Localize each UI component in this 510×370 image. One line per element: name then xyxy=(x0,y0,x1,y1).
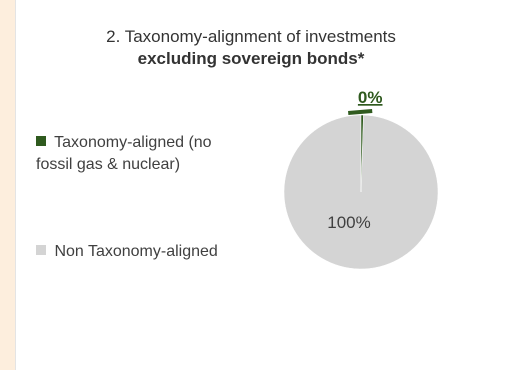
legend-label-taxonomy-aligned-line2: fossil gas & nuclear) xyxy=(36,156,181,173)
chart-title: 2. Taxonomy-alignment of investments exc… xyxy=(16,26,486,70)
chart-panel: 2. Taxonomy-alignment of investments exc… xyxy=(15,0,510,370)
legend-swatch-non-taxonomy-aligned xyxy=(36,245,46,255)
chart-title-line2: excluding sovereign bonds* xyxy=(137,49,365,68)
chart-title-line1: 2. Taxonomy-alignment of investments xyxy=(106,27,396,46)
leader-line-taxonomy-aligned xyxy=(348,109,373,116)
pie-slice-taxonomy-aligned xyxy=(360,114,364,193)
legend-item-non-taxonomy-aligned: Non Taxonomy-aligned xyxy=(36,241,266,263)
data-label-taxonomy-aligned: 0% xyxy=(358,88,383,107)
legend-swatch-taxonomy-aligned xyxy=(36,136,46,146)
legend-label-non-taxonomy-aligned: Non Taxonomy-aligned xyxy=(54,243,218,260)
data-label-non-taxonomy-aligned: 100% xyxy=(327,213,370,232)
legend-item-taxonomy-aligned: Taxonomy-aligned (no fossil gas & nuclea… xyxy=(36,132,266,176)
legend-label-taxonomy-aligned-line1: Taxonomy-aligned (no xyxy=(54,134,212,151)
pie-chart: 0% 100% xyxy=(283,88,439,270)
